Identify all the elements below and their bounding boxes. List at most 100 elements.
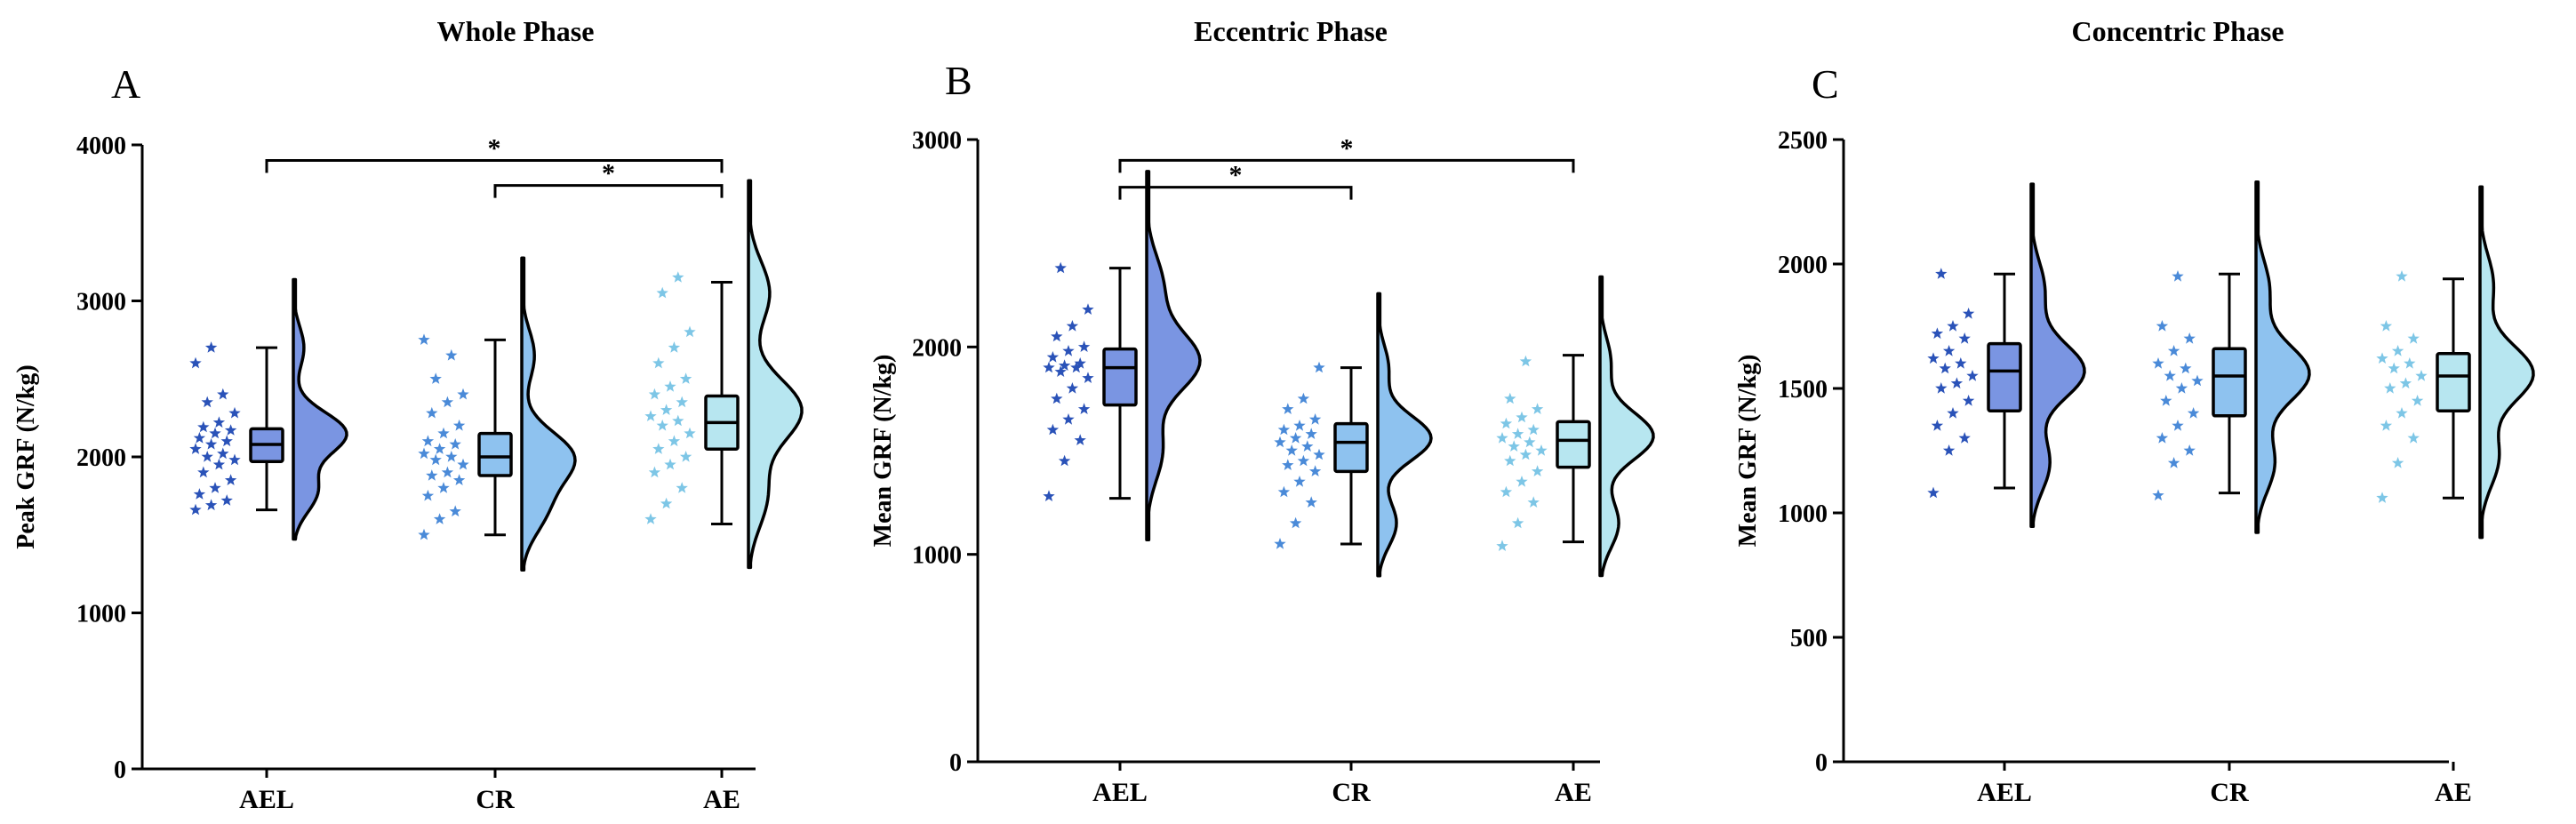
y-tick-label: 0 — [949, 749, 962, 777]
data-point-star — [1046, 351, 1060, 363]
series-ael — [189, 277, 348, 541]
data-point-star — [1062, 345, 1075, 356]
data-point-star — [1308, 413, 1322, 425]
data-point-star — [220, 494, 233, 506]
data-point-star — [1516, 476, 1528, 487]
panel-c: Concentric Phase C Mean GRF (N/kg) 0 500 1000… — [1734, 15, 2535, 807]
panel-title: Concentric Phase — [2071, 15, 2284, 47]
data-point-star — [1962, 395, 1975, 406]
data-point-star — [1935, 382, 1948, 394]
data-point-star — [656, 419, 668, 431]
data-point-star — [1313, 361, 1325, 373]
data-point-star — [679, 451, 692, 462]
data-point-star — [1942, 345, 1956, 356]
data-point-star — [1496, 540, 1508, 551]
series-ael — [1927, 182, 2086, 529]
data-point-star — [193, 431, 206, 444]
data-point-star — [209, 482, 221, 493]
panel-letter: C — [1812, 61, 1839, 107]
data-point-star — [1519, 448, 1532, 460]
x-category-label: CR — [476, 785, 515, 814]
data-point-star — [2384, 382, 2396, 394]
significance-bracket: * — [265, 134, 724, 173]
data-point-star — [1293, 420, 1306, 431]
y-tick-label: 0 — [114, 756, 126, 784]
data-point-star — [2172, 420, 2184, 431]
data-point-star — [193, 488, 206, 500]
data-point-star — [1950, 377, 1964, 389]
density-half-violin — [1376, 292, 1433, 578]
data-point-star — [652, 356, 665, 369]
y-tick-label: 1000 — [912, 542, 962, 570]
x-category-label: AEL — [239, 785, 294, 814]
data-point-star — [660, 497, 673, 509]
data-point-star — [1274, 538, 1286, 549]
data-point-star — [668, 435, 681, 447]
data-point-star — [1500, 417, 1513, 429]
data-point-star — [189, 443, 202, 454]
data-point-star — [204, 438, 218, 450]
data-point-star — [197, 420, 210, 433]
data-point-star — [2396, 407, 2408, 419]
x-category-label: AE — [703, 785, 740, 814]
panel-title: Whole Phase — [437, 15, 595, 47]
data-point-star — [1496, 432, 1508, 444]
panel-letter: A — [111, 61, 140, 107]
data-point-star — [2183, 332, 2196, 344]
data-point-star — [1062, 413, 1075, 425]
y-tick-label: 2500 — [1778, 127, 1828, 155]
data-point-star — [201, 451, 213, 462]
data-point-star — [1524, 436, 1536, 448]
data-point-star — [445, 451, 458, 462]
data-point-star — [449, 438, 461, 450]
data-point-star — [1962, 308, 1975, 319]
data-point-star — [1939, 362, 1951, 374]
data-point-star — [1043, 490, 1055, 501]
data-point-star — [1082, 372, 1094, 383]
data-point-star — [228, 406, 241, 419]
series-ae — [1496, 275, 1655, 578]
data-point-star — [452, 419, 466, 431]
data-point-star — [2164, 370, 2176, 381]
data-point-star — [1058, 359, 1071, 371]
data-point-star — [1293, 476, 1306, 487]
data-point-star — [1313, 448, 1325, 460]
data-point-star — [212, 458, 226, 470]
data-point-star — [1066, 320, 1079, 332]
data-point-star — [1297, 454, 1310, 467]
data-point-star — [437, 482, 450, 493]
data-point-star — [1274, 436, 1286, 448]
data-point-star — [1054, 261, 1067, 274]
data-point-star — [676, 396, 688, 408]
data-point-star — [429, 453, 442, 466]
data-point-star — [433, 513, 446, 524]
series-cr — [2152, 180, 2311, 534]
data-point-star — [1947, 407, 1959, 419]
data-point-star — [2391, 345, 2404, 356]
x-category-label: AEL — [1092, 778, 1148, 807]
data-point-star — [2183, 444, 2196, 456]
data-point-star — [2391, 457, 2404, 468]
data-point-star — [1500, 485, 1513, 498]
data-point-star — [2156, 320, 2169, 332]
data-point-star — [201, 396, 213, 408]
x-category-label: CR — [1332, 778, 1371, 807]
data-point-star — [204, 341, 218, 353]
data-point-star — [429, 372, 442, 384]
data-point-star — [648, 466, 661, 478]
panel-letter: B — [945, 58, 972, 103]
data-point-star — [421, 435, 435, 447]
data-point-star — [1308, 465, 1322, 476]
data-point-star — [2404, 357, 2416, 369]
bracket-line — [493, 184, 724, 198]
data-point-star — [1531, 465, 1544, 476]
data-point-star — [217, 388, 229, 400]
data-point-star — [1051, 392, 1063, 404]
data-point-star — [441, 466, 454, 478]
y-tick-label: 3000 — [912, 127, 962, 155]
density-half-violin — [292, 277, 348, 541]
significance-marker: * — [1229, 161, 1243, 190]
density-half-violin — [1145, 170, 1202, 542]
data-point-star — [1958, 332, 1971, 344]
